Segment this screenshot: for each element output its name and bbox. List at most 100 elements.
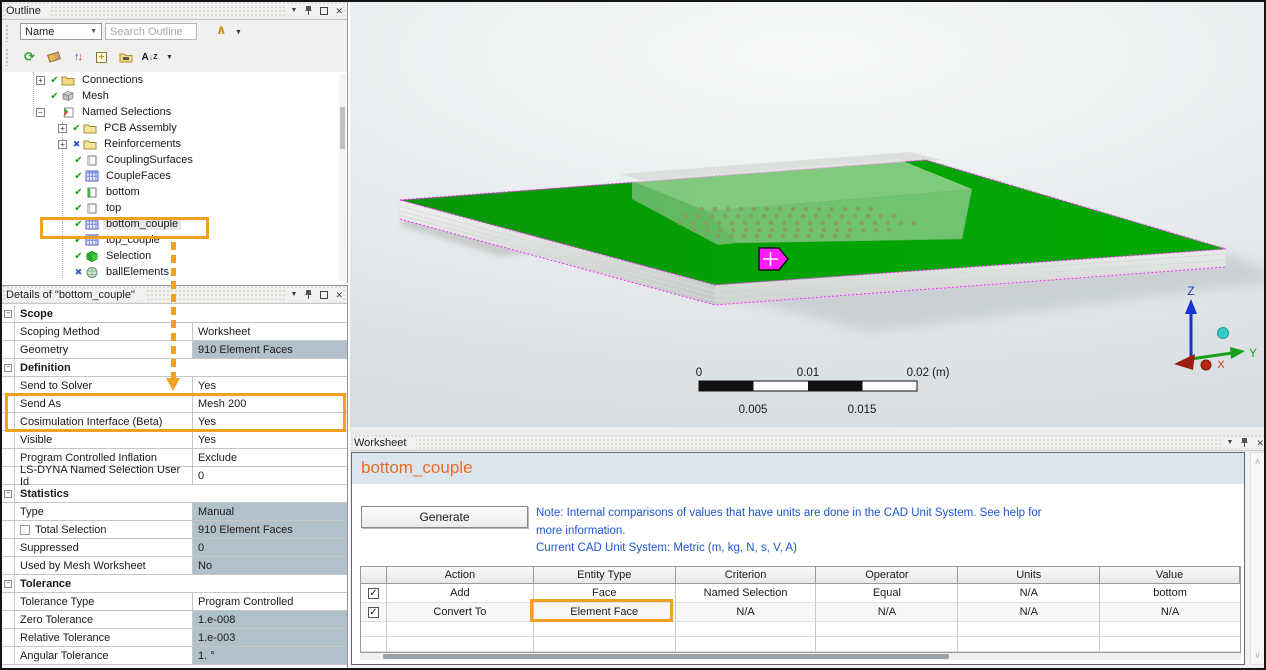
details-section-row[interactable]: − Scope xyxy=(2,305,347,323)
tree-guide xyxy=(62,122,63,278)
details-row[interactable]: Tolerance Type Program Controlled xyxy=(2,593,347,611)
details-section-row[interactable]: − Tolerance xyxy=(2,575,347,593)
more-options-icon[interactable]: ▼ xyxy=(166,53,173,61)
close-icon[interactable]: ✕ xyxy=(1256,437,1264,448)
x-axis-ball xyxy=(1200,359,1212,371)
substrate-sliver xyxy=(620,152,942,183)
tree-item-selection[interactable]: ✔ Selection xyxy=(2,248,347,264)
tree-item-named-selections[interactable]: − Named Selections xyxy=(2,104,347,120)
pin-icon[interactable] xyxy=(304,5,313,16)
vertical-scrollbar[interactable]: ∧ ∨ xyxy=(1250,452,1264,665)
close-icon[interactable]: ✕ xyxy=(335,5,343,16)
details-row[interactable]: Used by Mesh Worksheet No xyxy=(2,557,347,575)
details-row[interactable]: Geometry 910 Element Faces xyxy=(2,341,347,359)
tree-item-mesh[interactable]: ✔ Mesh xyxy=(2,88,347,104)
expand-plus-icon[interactable]: + xyxy=(58,123,67,133)
alphabetize-icon[interactable]: A ↓ Z xyxy=(141,51,158,63)
details-section-row[interactable]: − Statistics xyxy=(2,485,347,503)
board-layer-stack-left xyxy=(400,200,715,305)
panel-menu-icon[interactable]: ▼ xyxy=(1226,438,1234,446)
details-section-row[interactable]: − Definition xyxy=(2,359,347,377)
details-row[interactable]: Visible Yes xyxy=(2,431,347,449)
pin-icon[interactable] xyxy=(1240,437,1249,448)
eraser-icon[interactable] xyxy=(46,50,61,65)
tree-item-couplingsurfaces[interactable]: ✔ CouplingSurfaces xyxy=(2,152,347,168)
checkbox-unchecked[interactable] xyxy=(20,524,30,535)
details-row[interactable]: Suppressed 0 xyxy=(2,539,347,557)
filter-type-combo[interactable]: Name ▼ xyxy=(20,23,102,40)
details-row[interactable]: Zero Tolerance 1.e-008 xyxy=(2,611,347,629)
tree-item-ballelements[interactable]: ✖ ballElements xyxy=(2,264,347,280)
checkbox-checked[interactable]: ✓ xyxy=(367,587,379,599)
iso-ball[interactable] xyxy=(1217,327,1229,339)
worksheet-header-band: bottom_couple xyxy=(352,453,1244,484)
scrollbar-thumb[interactable] xyxy=(340,107,345,149)
details-row-total-selection[interactable]: Total Selection 910 Element Faces xyxy=(2,521,347,539)
scale-label: 0 xyxy=(696,367,702,379)
panel-menu-icon[interactable]: ▼ xyxy=(290,290,298,298)
probe-flag[interactable] xyxy=(758,247,789,271)
details-titlebar[interactable]: Details of "bottom_couple" ▼ ✕ xyxy=(2,286,347,304)
search-options-icon[interactable]: ▼ xyxy=(235,29,242,36)
worksheet-panel: Worksheet ▼ ✕ bottom_couple Generate Not… xyxy=(350,435,1264,668)
tree-item-top[interactable]: ✔ top xyxy=(2,200,347,216)
z-axis-arrow xyxy=(1185,299,1197,314)
drag-handle[interactable] xyxy=(5,24,10,42)
expand-all-icon[interactable]: + xyxy=(94,50,109,65)
viewport-3d[interactable]: 0 0.01 0.02 (m) 0.005 0.015 Z Y X xyxy=(350,2,1266,427)
tree-item-couplefaces[interactable]: ✔ CoupleFaces xyxy=(2,168,347,184)
tree-item-top-couple[interactable]: ✔ top_couple xyxy=(2,232,347,248)
search-input[interactable] xyxy=(105,23,197,40)
tree-scrollbar[interactable] xyxy=(339,74,346,281)
close-icon[interactable]: ✕ xyxy=(335,289,343,300)
horizontal-scrollbar[interactable] xyxy=(360,653,1241,660)
details-row[interactable]: LS-DYNA Named Selection User Id 0 xyxy=(2,464,347,488)
worksheet-empty-row[interactable] xyxy=(361,637,1241,652)
scroll-down-icon[interactable]: ∨ xyxy=(1254,650,1261,660)
generate-button[interactable]: Generate xyxy=(361,506,528,528)
tree-item-bottom[interactable]: ✔ bottom xyxy=(2,184,347,200)
plus-cross-icon xyxy=(763,252,778,266)
worksheet-row-convert[interactable]: ✓ Convert To Element Face N/A N/A N/A N/… xyxy=(361,603,1241,622)
expand-plus-icon[interactable]: + xyxy=(58,139,67,149)
details-row[interactable]: Send to Solver Yes xyxy=(2,377,347,395)
tree-item-bottom-couple[interactable]: ✔ bottom_couple xyxy=(2,216,347,232)
outline-titlebar[interactable]: Outline ▼ ✕ xyxy=(2,2,347,20)
collapse-minus-icon[interactable]: − xyxy=(36,107,45,117)
check-icon: ✔ xyxy=(72,122,81,134)
drag-handle[interactable] xyxy=(5,48,10,66)
check-icon: ✔ xyxy=(50,74,59,86)
mesh-icon xyxy=(61,90,76,102)
pcb-model[interactable] xyxy=(399,152,1266,332)
scroll-up-icon[interactable]: ∧ xyxy=(1254,456,1261,466)
details-row[interactable]: Program Controlled Inflation Exclude xyxy=(2,449,347,467)
details-row[interactable]: Type Manual xyxy=(2,503,347,521)
details-row[interactable]: Relative Tolerance 1.e-003 xyxy=(2,629,347,647)
panel-menu-icon[interactable]: ▼ xyxy=(290,6,298,14)
tree-item-reinforcements[interactable]: + ✖ Reinforcements xyxy=(2,136,347,152)
pin-icon[interactable] xyxy=(304,289,313,300)
tree-item-pcb-assembly[interactable]: + ✔ PCB Assembly xyxy=(2,120,347,136)
worksheet-row-add[interactable]: ✓ Add Face Named Selection Equal N/A bot… xyxy=(361,584,1241,603)
scrollbar-thumb[interactable] xyxy=(383,654,949,659)
float-icon[interactable] xyxy=(320,6,329,15)
float-icon[interactable] xyxy=(320,290,329,299)
show-hidden-folder-icon[interactable] xyxy=(118,50,133,65)
expand-search-icon[interactable]: ∧ xyxy=(216,22,227,37)
worksheet-titlebar[interactable]: Worksheet ▼ ✕ xyxy=(350,435,1264,451)
triad[interactable]: Z Y X xyxy=(1174,284,1257,371)
expand-plus-icon[interactable]: + xyxy=(36,75,45,85)
horizontal-splitter[interactable] xyxy=(350,427,1264,435)
sort-icon[interactable]: ↑ ↓ xyxy=(74,51,83,63)
tree-item-connections[interactable]: + ✔ Connections xyxy=(2,72,347,88)
outline-panel: Outline ▼ ✕ Name ▼ ∧ ▼ ⟳ ↑↓ + xyxy=(2,2,348,283)
details-row[interactable]: Angular Tolerance 1. ° xyxy=(2,647,347,665)
suppressed-x-icon: ✖ xyxy=(74,266,83,277)
details-row[interactable]: Scoping Method Worksheet xyxy=(2,323,347,341)
details-row-cosimulation[interactable]: Cosimulation Interface (Beta) Yes xyxy=(2,413,347,431)
checkbox-checked[interactable]: ✓ xyxy=(367,606,379,618)
details-title: Details of "bottom_couple" xyxy=(6,288,145,301)
worksheet-empty-row[interactable] xyxy=(361,622,1241,637)
details-row-send-as[interactable]: Send As Mesh 200 xyxy=(2,395,347,413)
refresh-icon[interactable]: ⟳ xyxy=(24,49,35,64)
